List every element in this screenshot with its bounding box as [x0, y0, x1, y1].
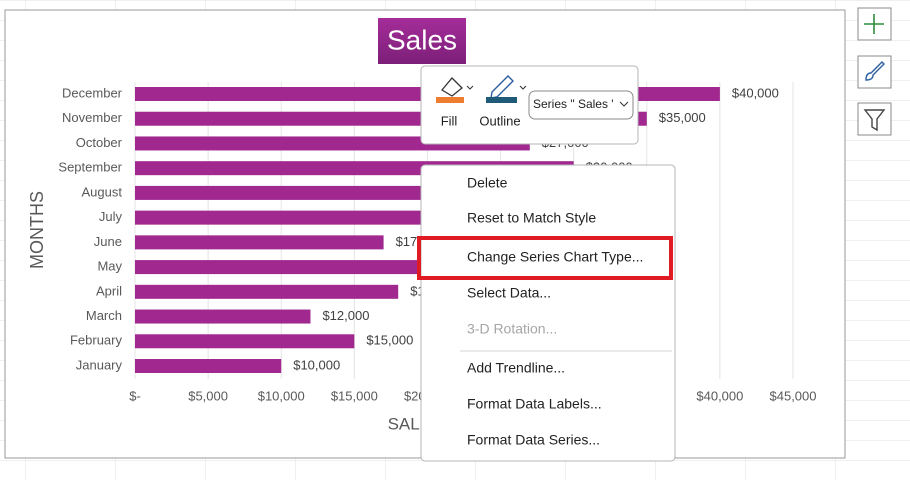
data-label: $40,000	[732, 85, 779, 100]
data-label: $35,000	[659, 110, 706, 125]
data-label: $15,000	[366, 333, 413, 348]
title-box[interactable]	[378, 18, 466, 64]
y-tick-label: February	[70, 333, 123, 348]
fill-label: Fill	[441, 113, 458, 128]
dropdown-arrow	[619, 101, 629, 107]
menu-item[interactable]: Select Data...	[467, 285, 551, 301]
y-tick-label: December	[62, 85, 123, 100]
y-tick-label: May	[97, 259, 122, 274]
bar[interactable]	[135, 359, 282, 373]
bar[interactable]	[135, 235, 384, 250]
y-axis-title: MONTHS	[27, 191, 47, 269]
x-tick-label: $45,000	[770, 388, 817, 403]
bar[interactable]	[135, 260, 457, 275]
menu-item[interactable]: Delete	[467, 175, 508, 191]
y-tick-label: November	[62, 110, 123, 125]
fill-button[interactable]	[436, 77, 474, 103]
series-dropdown-text: Series " Sales '	[533, 97, 614, 111]
menu-item[interactable]: Change Series Chart Type...	[467, 249, 643, 265]
menu-item[interactable]: Format Data Labels...	[467, 396, 602, 412]
x-tick-label: $-	[129, 388, 141, 403]
chart-title: Sales	[387, 24, 457, 55]
y-tick-label: June	[94, 234, 122, 249]
outline-label: Outline	[479, 113, 520, 128]
bar[interactable]	[135, 309, 311, 324]
menu-item[interactable]: Add Trendline...	[467, 360, 565, 376]
data-label: $10,000	[293, 357, 340, 372]
y-tick-label: January	[76, 357, 123, 372]
data-label: $12,000	[322, 308, 369, 323]
bar[interactable]	[135, 185, 501, 200]
x-tick-label: $5,000	[188, 388, 228, 403]
menu-items: Delete Reset to Match Style Change Series …	[417, 175, 673, 448]
y-tick-label: April	[96, 283, 122, 298]
outline-button[interactable]	[486, 75, 527, 103]
series-dropdown[interactable]	[528, 90, 634, 120]
chart-styles-button[interactable]	[857, 55, 892, 89]
x-tick-label: $10,000	[258, 388, 305, 403]
y-tick-label: March	[86, 308, 122, 323]
bar[interactable]	[135, 284, 399, 299]
x-tick-label: $15,000	[331, 388, 378, 403]
menu-highlight	[417, 236, 673, 280]
y-tick-label: September	[58, 160, 122, 175]
menu-item: 3-D Rotation...	[467, 321, 557, 337]
bar[interactable]	[135, 334, 355, 349]
menu-item[interactable]: Format Data Series...	[467, 432, 600, 448]
y-tick-label: July	[99, 209, 123, 224]
y-tick-label: August	[82, 184, 123, 199]
y-tick-label: October	[76, 135, 123, 150]
chart-filters-button[interactable]	[857, 102, 892, 136]
chart-elements-button[interactable]	[857, 7, 892, 41]
menu-item[interactable]: Reset to Match Style	[467, 210, 596, 226]
ui: Fill Outline Series " Sales ' Delete Rese…	[417, 7, 892, 462]
x-tick-label: $40,000	[696, 388, 743, 403]
